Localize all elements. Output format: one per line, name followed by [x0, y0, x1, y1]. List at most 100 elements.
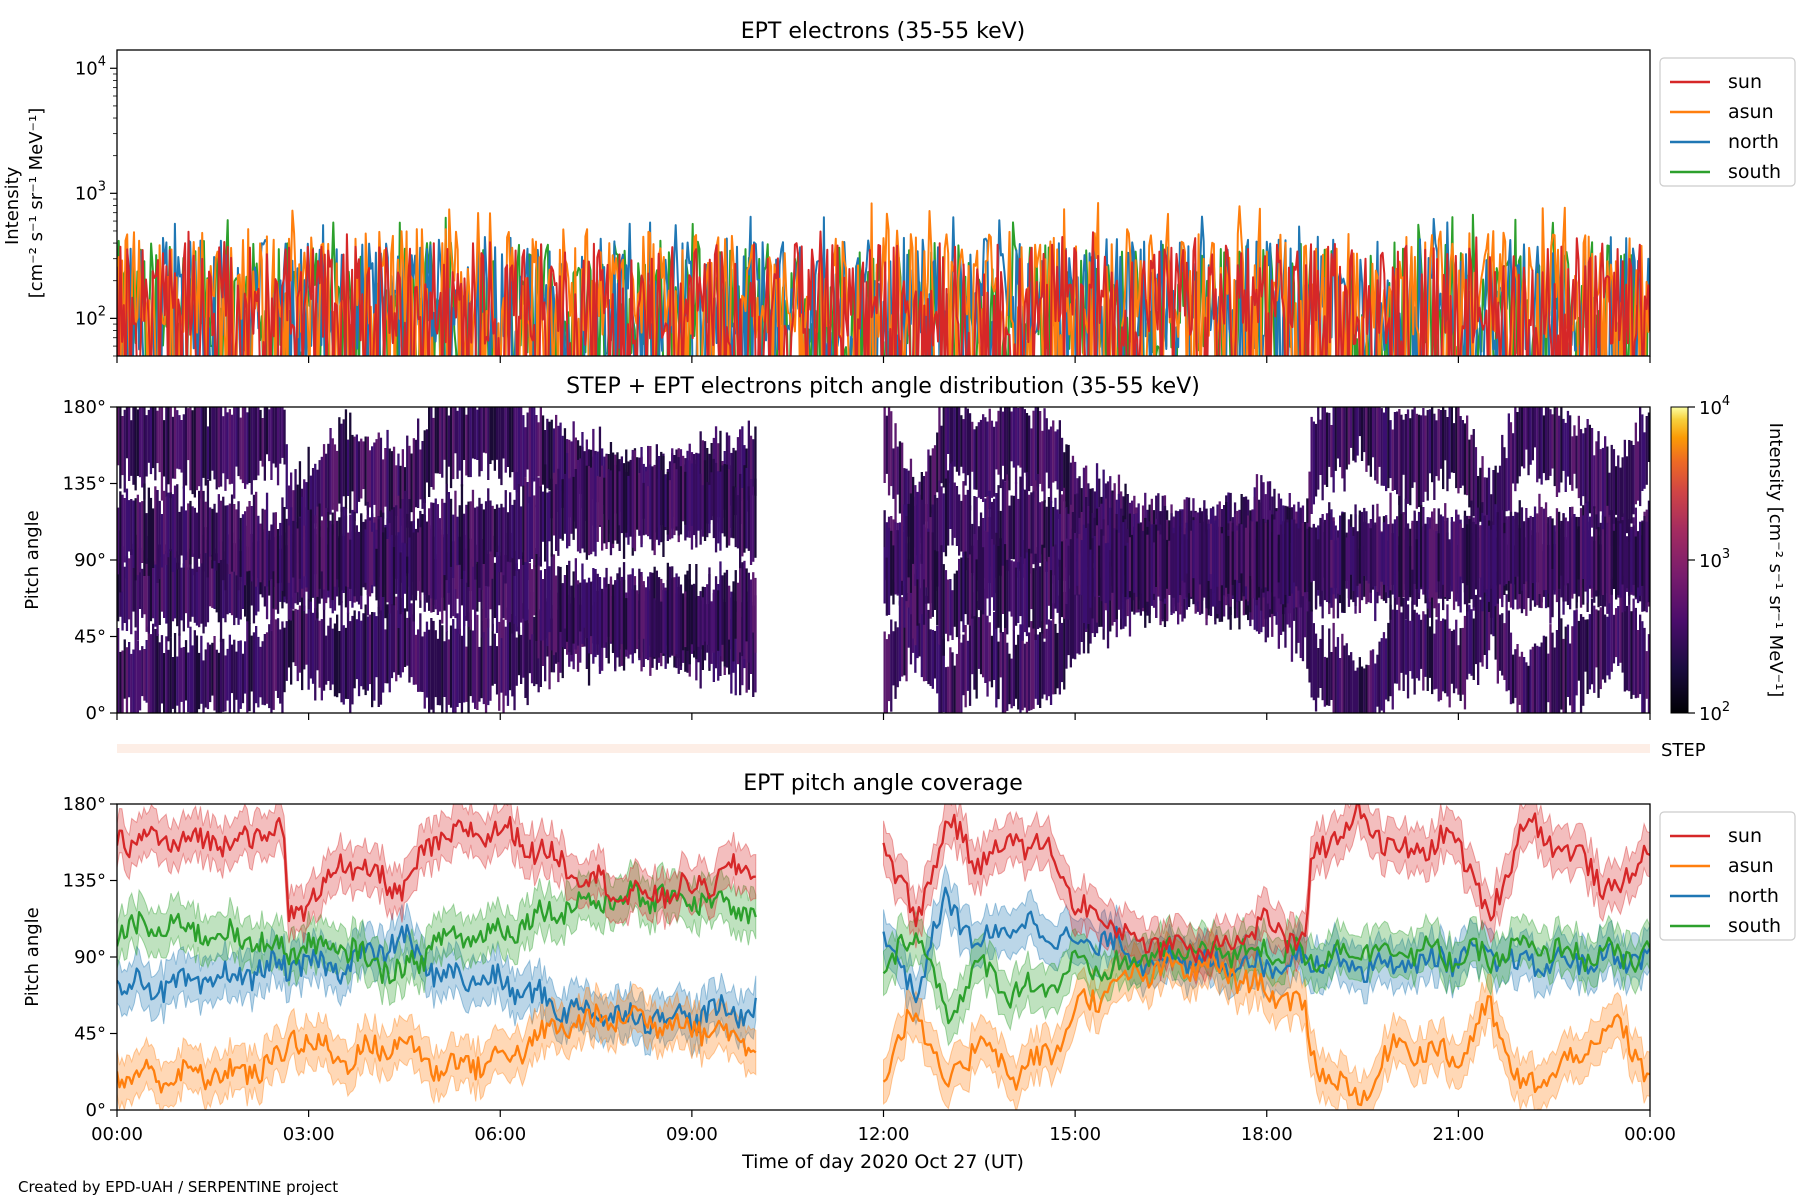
pad-cell [1032, 568, 1035, 629]
pad-cell [986, 531, 989, 599]
pad-cell [962, 551, 965, 633]
pad-cell [187, 408, 190, 461]
pad-cell [178, 511, 181, 565]
pad-cell [1030, 492, 1033, 558]
pad-cell [743, 465, 746, 553]
pad-cell [955, 486, 959, 546]
pad-cell [682, 464, 685, 519]
pad-cell [379, 437, 383, 533]
pad-cell [734, 487, 737, 548]
pad-cell [128, 642, 131, 698]
pad-cell [885, 557, 888, 616]
pad-cell [1398, 593, 1401, 691]
pad-cell [1382, 632, 1386, 713]
pad-cell [290, 507, 293, 609]
pad-cell [890, 411, 893, 487]
pad-cell [686, 570, 689, 651]
pad-cell [316, 506, 319, 597]
pad-cell [1367, 665, 1370, 713]
pad-cell [982, 588, 985, 678]
pad-cell [281, 621, 284, 713]
pad-cell [502, 567, 505, 619]
pad-cell [684, 471, 687, 525]
pad-cell [1523, 521, 1526, 584]
pad-cell [283, 409, 286, 465]
pad-cell [1391, 609, 1394, 710]
pad-cell [1389, 420, 1392, 479]
pad-cell [1393, 519, 1397, 575]
x-tick-label: 15:00 [1049, 1124, 1101, 1145]
pad-cell [184, 407, 188, 486]
pad-cell [294, 608, 297, 666]
pad-cell [307, 509, 310, 599]
pad-cell [1012, 495, 1015, 560]
pad-cell [953, 573, 956, 627]
pad-cell [601, 588, 604, 648]
pad-cell [408, 445, 411, 545]
pad-cell [189, 407, 192, 491]
pad-cell [925, 596, 928, 681]
pad-cell [123, 409, 126, 493]
pad-cell [927, 531, 930, 604]
pad-cell [1466, 606, 1469, 680]
pad-cell [1295, 523, 1298, 587]
pad-cell [1398, 409, 1401, 506]
pad-cell [1095, 525, 1099, 623]
pad-cell [883, 547, 886, 604]
pad-cell [1010, 560, 1013, 617]
pad-cell [951, 590, 954, 640]
pad-cell [1367, 523, 1370, 584]
pad-cell [955, 407, 959, 472]
pad-cell [342, 419, 345, 497]
pad-cell [1179, 511, 1182, 595]
step-label: STEP [1661, 740, 1706, 761]
pad-cell [1444, 409, 1447, 461]
pad-cell [1354, 504, 1357, 607]
pad-cell [1634, 607, 1637, 699]
pad-cell [574, 469, 577, 529]
pad-cell [1582, 515, 1585, 579]
pad-cell [1126, 542, 1129, 600]
pad-cell [279, 407, 282, 464]
pad-cell [1319, 638, 1322, 688]
pad-cell [438, 518, 442, 585]
pad-cell [349, 539, 352, 589]
pad-cell [887, 634, 891, 702]
pad-cell [423, 430, 426, 503]
pad-cell [340, 601, 343, 703]
pad-cell [495, 504, 499, 552]
pad-cell [1365, 664, 1368, 713]
pad-cell [1433, 413, 1436, 500]
pad-cell [1538, 646, 1541, 713]
pad-cell [318, 503, 321, 589]
pad-cell [883, 510, 886, 581]
pad-cell [533, 565, 536, 616]
pad-cell [506, 407, 510, 467]
pad-cell [1043, 408, 1046, 503]
pad-cell [1323, 656, 1326, 707]
pad-cell [509, 557, 512, 623]
pad-cell [318, 460, 321, 531]
pad-cell [219, 500, 223, 560]
pad-cell [1021, 488, 1024, 578]
pad-cell [1328, 502, 1331, 604]
pad-cell [1529, 649, 1532, 713]
pad-cell [690, 463, 694, 526]
pad-cell [999, 538, 1002, 633]
pad-cell [1312, 421, 1315, 505]
pad-cell [1560, 520, 1563, 576]
pad-cell [1584, 503, 1587, 591]
pad-cell [270, 407, 273, 480]
pad-cell [235, 544, 238, 618]
pad-cell [1641, 522, 1644, 586]
pad-cell [465, 504, 468, 583]
pad-cell [141, 407, 144, 488]
pad-cell [522, 415, 525, 487]
pad-cell [708, 484, 711, 534]
pad-cell [548, 421, 551, 491]
pad-cell [997, 410, 1000, 475]
pad-cell [568, 560, 571, 653]
pad-cell [1244, 527, 1248, 587]
pad-cell [1093, 536, 1096, 597]
pad-cell [1573, 425, 1576, 474]
